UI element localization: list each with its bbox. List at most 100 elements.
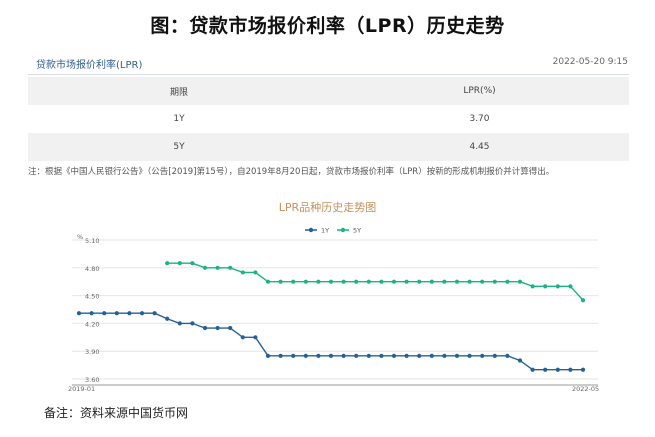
data-point-5Y: [202, 265, 208, 270]
legend-label: 1Y: [321, 227, 329, 235]
card-timestamp: 2022-05-20 9:15: [552, 57, 628, 67]
data-point-1Y: [505, 353, 510, 358]
data-point-1Y: [341, 353, 346, 358]
y-tick-label: 5.10: [85, 237, 99, 245]
data-point-1Y: [177, 321, 182, 326]
data-point-1Y: [240, 335, 245, 340]
data-point-5Y: [316, 279, 321, 284]
data-point-5Y: [177, 261, 182, 266]
legend-label: 5Y: [353, 227, 361, 235]
y-tick-label: 3.90: [85, 348, 99, 356]
data-point-1Y: [165, 316, 170, 321]
data-point-1Y: [278, 353, 283, 358]
source-footnote: 备注：资料来源中国货币网: [44, 406, 189, 420]
column-header-term: 期限: [28, 77, 330, 105]
data-point-5Y: [190, 261, 195, 266]
chart-title: LPR品种历史走势图: [278, 201, 377, 214]
data-point-1Y: [139, 311, 145, 316]
data-point-5Y: [517, 279, 523, 284]
y-tick-label: 4.50: [85, 293, 99, 301]
data-point-1Y: [379, 353, 384, 358]
data-point-5Y: [391, 279, 397, 284]
data-point-1Y: [303, 353, 308, 358]
data-point-1Y: [354, 353, 359, 358]
data-point-5Y: [492, 279, 497, 284]
data-point-1Y: [127, 311, 132, 316]
data-point-5Y: [417, 279, 422, 284]
data-point-5Y: [215, 265, 220, 270]
data-point-1Y: [492, 353, 497, 358]
data-point-5Y: [253, 270, 258, 275]
data-point-1Y: [580, 367, 586, 372]
data-point-1Y: [417, 353, 422, 358]
data-point-1Y: [89, 311, 94, 316]
term-cell: 1Y: [28, 105, 330, 133]
data-point-5Y: [265, 279, 271, 284]
data-point-1Y: [543, 367, 548, 372]
rate-cell: 3.70: [330, 105, 629, 133]
lpr-table: 期限 LPR(%) 1Y 3.70 5Y 4.45: [28, 77, 629, 161]
data-point-5Y: [454, 279, 460, 284]
data-point-5Y: [366, 279, 371, 284]
data-point-1Y: [467, 353, 472, 358]
series-line-1Y: [79, 312, 583, 371]
data-point-5Y: [505, 279, 510, 284]
table-row: 1Y 3.70: [28, 105, 629, 133]
data-point-1Y: [328, 353, 334, 358]
data-point-5Y: [429, 279, 434, 284]
data-point-5Y: [165, 261, 170, 266]
data-point-1Y: [228, 325, 233, 331]
data-point-5Y: [341, 279, 346, 284]
data-point-1Y: [568, 367, 573, 372]
data-point-5Y: [543, 284, 548, 289]
data-point-5Y: [404, 279, 409, 284]
data-point-1Y: [253, 335, 258, 340]
data-point-5Y: [379, 279, 384, 284]
legend-marker: [340, 227, 346, 233]
data-point-1Y: [454, 353, 460, 358]
data-point-5Y: [530, 284, 535, 289]
data-point-5Y: [442, 279, 447, 284]
card-header: 贷款市场报价利率(LPR) 2022-05-20 9:15: [28, 54, 628, 72]
legend-marker: [308, 227, 314, 233]
term-cell: 5Y: [28, 133, 330, 161]
data-point-5Y: [555, 284, 560, 289]
data-point-1Y: [517, 358, 523, 363]
data-point-1Y: [215, 325, 220, 331]
data-point-5Y: [480, 279, 485, 284]
data-point-5Y: [228, 265, 233, 270]
data-point-1Y: [291, 353, 296, 358]
y-tick-label: 4.80: [85, 265, 99, 273]
data-point-1Y: [190, 321, 195, 326]
x-tick-label: 2022-05: [572, 385, 599, 393]
table-row: 5Y 4.45: [28, 133, 629, 161]
y-tick-label: 4.20: [85, 320, 99, 328]
data-point-5Y: [240, 270, 245, 275]
table-note: 注：根据《中国人民银行公告》（公告[2019]第15号），自2019年8月20日…: [28, 167, 555, 177]
data-point-1Y: [76, 311, 82, 316]
data-point-1Y: [152, 311, 157, 316]
data-point-5Y: [328, 279, 334, 284]
data-point-5Y: [568, 284, 573, 289]
data-point-1Y: [442, 353, 447, 358]
data-point-1Y: [429, 353, 434, 358]
data-point-5Y: [278, 279, 283, 284]
data-point-5Y: [467, 279, 472, 284]
x-tick-label: 2019-01: [68, 385, 95, 393]
data-point-5Y: [354, 279, 359, 284]
data-point-1Y: [102, 311, 107, 316]
data-point-1Y: [202, 325, 208, 331]
data-point-1Y: [391, 353, 397, 358]
card-title: 贷款市场报价利率(LPR): [36, 60, 143, 71]
data-point-1Y: [265, 353, 271, 358]
column-header-lpr: LPR(%): [330, 77, 629, 105]
data-point-1Y: [480, 353, 485, 358]
y-tick-label: 3.60: [85, 376, 99, 384]
table-header-row: 期限 LPR(%): [28, 77, 629, 105]
data-point-1Y: [404, 353, 409, 358]
data-point-1Y: [114, 311, 119, 316]
y-axis-label: %: [77, 233, 83, 241]
data-point-1Y: [366, 353, 371, 358]
data-point-1Y: [555, 367, 560, 372]
